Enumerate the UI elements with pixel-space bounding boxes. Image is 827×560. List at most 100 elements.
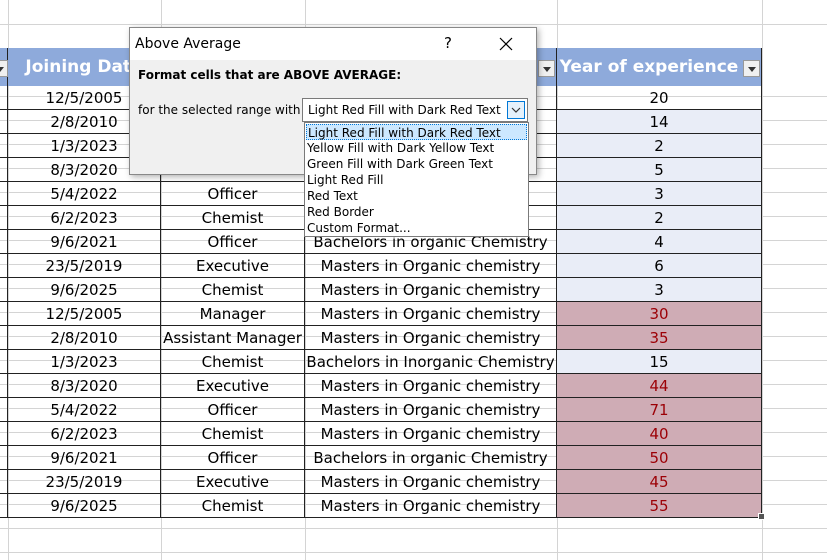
gridline <box>0 504 827 505</box>
cell: 3 <box>557 182 762 206</box>
filter-button[interactable] <box>743 60 760 77</box>
gridline <box>0 552 827 553</box>
cell <box>0 278 8 302</box>
cell: 12/5/2005 <box>8 302 161 326</box>
combo-arrow[interactable] <box>507 101 525 119</box>
gridline <box>0 312 827 313</box>
gridline <box>0 24 827 25</box>
cell <box>0 470 8 494</box>
dropdown-option[interactable]: Light Red Fill <box>307 173 384 187</box>
filter-button[interactable] <box>538 60 555 77</box>
cell <box>0 182 8 206</box>
cell <box>0 302 8 326</box>
range-label: for the selected range with <box>138 103 301 117</box>
cell <box>0 398 8 422</box>
cell <box>0 350 8 374</box>
cell <box>0 374 8 398</box>
fill-handle <box>758 513 765 520</box>
gridline <box>305 0 306 560</box>
cell: 23/5/2019 <box>8 470 161 494</box>
dropdown-option[interactable]: Red Text <box>307 189 358 203</box>
gridline <box>0 480 827 481</box>
dropdown-option[interactable]: Red Border <box>307 205 374 219</box>
cell: Bachelors in organic Chemistry <box>305 446 557 470</box>
cell: Assistant Manager <box>161 326 305 350</box>
cell <box>0 230 8 254</box>
cell: Executive <box>161 470 305 494</box>
cell: Masters in Organic chemistry <box>305 494 557 518</box>
header-cell: Year of experience <box>557 48 762 86</box>
dropdown-option[interactable]: Yellow Fill with Dark Yellow Text <box>307 141 495 155</box>
cell: Bachelors in Inorganic Chemistry <box>305 350 557 374</box>
cell: 20 <box>557 86 762 110</box>
cell: Masters in Organic chemistry <box>305 470 557 494</box>
help-button[interactable]: ? <box>444 34 452 52</box>
cell: Chemist <box>161 278 305 302</box>
cell: Manager <box>161 302 305 326</box>
gridline <box>0 240 827 241</box>
gridline <box>0 336 827 337</box>
title-bar: Above Average ? <box>130 28 536 60</box>
cell: Chemist <box>161 422 305 446</box>
cell: 40 <box>557 422 762 446</box>
cell: 6/2/2023 <box>8 422 161 446</box>
cell: 6 <box>557 254 762 278</box>
cell: Masters in Organic chemistry <box>305 302 557 326</box>
cell: 5/4/2022 <box>8 398 161 422</box>
dropdown-option[interactable]: Green Fill with Dark Green Text <box>307 157 493 171</box>
cell: Chemist <box>161 494 305 518</box>
cell: Masters in Organic chemistry <box>305 254 557 278</box>
gridline <box>8 0 9 560</box>
cell: 4 <box>557 230 762 254</box>
format-combo[interactable]: Light Red Fill with Dark Red Text <box>302 98 528 122</box>
cell: Masters in Organic chemistry <box>305 278 557 302</box>
gridline <box>762 0 763 560</box>
cell <box>0 158 8 182</box>
cell: Chemist <box>161 206 305 230</box>
combo-value: Light Red Fill with Dark Red Text <box>308 103 501 117</box>
dropdown-list: Light Red Fill with Dark Red Text Yellow … <box>304 122 529 237</box>
cell: 45 <box>557 470 762 494</box>
gridline <box>0 360 827 361</box>
dropdown-option[interactable]: Light Red Fill with Dark Red Text <box>306 124 527 140</box>
gridline <box>0 408 827 409</box>
cell: 9/6/2025 <box>8 278 161 302</box>
cell: Officer <box>161 182 305 206</box>
dropdown-option[interactable]: Custom Format... <box>307 221 411 235</box>
cell: 9/6/2021 <box>8 446 161 470</box>
cell: Chemist <box>161 350 305 374</box>
gridline <box>0 528 827 529</box>
dialog-title: Above Average <box>135 36 241 52</box>
gridline <box>0 456 827 457</box>
cell: 35 <box>557 326 762 350</box>
gridline <box>0 432 827 433</box>
cell: 2 <box>557 206 762 230</box>
cell: 50 <box>557 446 762 470</box>
cell: 14 <box>557 110 762 134</box>
cell: 1/3/2023 <box>8 350 161 374</box>
cell: Officer <box>161 398 305 422</box>
cell: Masters in Organic chemistry <box>305 398 557 422</box>
filter-button[interactable] <box>0 60 8 77</box>
cell: Executive <box>161 254 305 278</box>
cell: 71 <box>557 398 762 422</box>
cell <box>0 254 8 278</box>
gridline <box>0 264 827 265</box>
cell: 2 <box>557 134 762 158</box>
cell: 6/2/2023 <box>8 206 161 230</box>
cell: 30 <box>557 302 762 326</box>
cell: Officer <box>161 446 305 470</box>
cell: 15 <box>557 350 762 374</box>
cell: 3 <box>557 278 762 302</box>
close-button[interactable] <box>498 36 514 52</box>
cell: 55 <box>557 494 762 518</box>
cell <box>0 446 8 470</box>
cell: 2/8/2010 <box>8 326 161 350</box>
cell <box>0 110 8 134</box>
cell <box>0 494 8 518</box>
gridline <box>0 384 827 385</box>
gridline <box>161 0 162 560</box>
cell: Masters in Organic chemistry <box>305 326 557 350</box>
